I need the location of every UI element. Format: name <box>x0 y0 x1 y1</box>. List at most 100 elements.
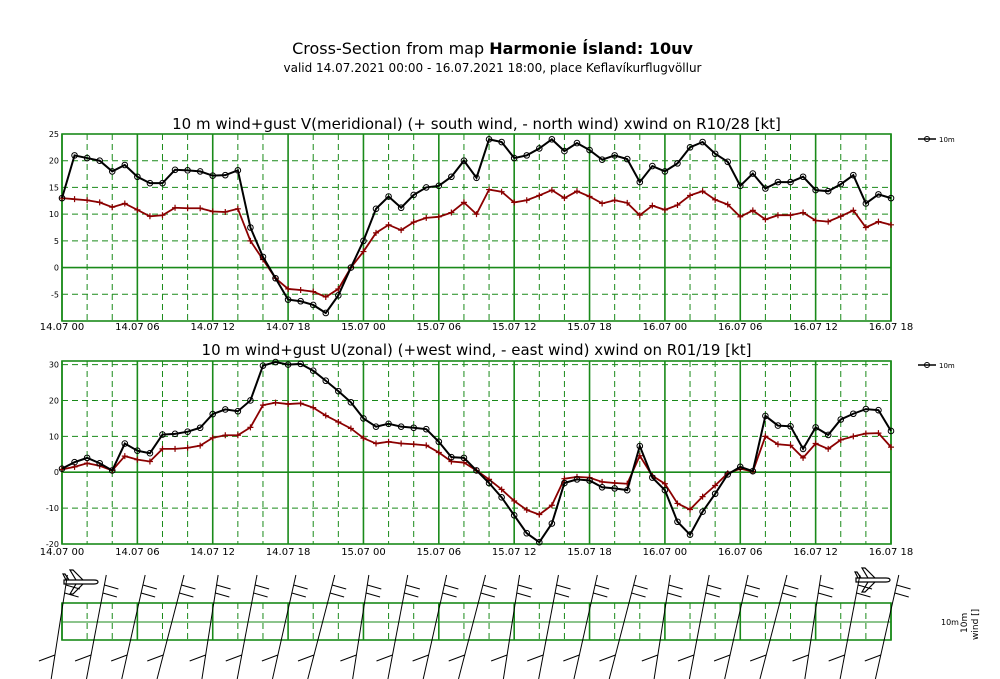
data-point-mean <box>749 207 756 214</box>
y-tick-label: -10 <box>46 504 59 513</box>
data-point-10m <box>309 301 317 309</box>
barb-feather <box>856 592 871 598</box>
data-point-10m <box>510 154 518 162</box>
data-point-mean <box>84 460 91 467</box>
data-point-10m <box>498 494 505 501</box>
data-point-10m <box>259 362 267 369</box>
data-point-mean <box>172 204 179 211</box>
data-point-mean <box>787 442 794 449</box>
barb-shaft <box>422 574 448 679</box>
data-point-mean <box>209 208 216 215</box>
y-tick-label: 25 <box>49 130 59 139</box>
barb-feather <box>444 584 459 590</box>
series-mean-line <box>61 188 892 298</box>
data-point-10m <box>498 138 505 146</box>
data-point-10m <box>824 431 832 439</box>
data-point-mean <box>774 441 781 448</box>
data-point-mean <box>398 440 405 447</box>
y-tick-label: 5 <box>54 237 59 246</box>
data-point-10m <box>611 152 618 159</box>
data-point-10m <box>711 490 719 498</box>
data-point-10m <box>184 167 191 174</box>
data-point-10m <box>347 398 355 406</box>
x-tick-label: 14.07 06 <box>115 322 160 333</box>
data-point-mean <box>410 219 417 226</box>
wind-barb <box>677 574 722 679</box>
data-point-mean <box>96 199 103 206</box>
data-point-mean <box>109 204 116 211</box>
barb-feather <box>404 592 419 598</box>
plot-frame <box>61 360 892 545</box>
y-tick-label: 30 <box>49 361 59 370</box>
data-point-10m <box>536 538 543 546</box>
barb-feather <box>329 592 345 598</box>
data-point-10m <box>372 205 380 213</box>
data-point-mean <box>285 285 292 292</box>
data-point-10m <box>159 179 166 187</box>
data-point-mean <box>611 197 618 204</box>
barb-feather <box>516 592 531 598</box>
data-point-10m <box>724 158 732 166</box>
data-point-10m <box>661 486 669 494</box>
barb-feather <box>376 654 393 662</box>
barb-feather <box>142 584 158 590</box>
data-point-10m <box>561 147 568 155</box>
barb-feather <box>340 654 357 662</box>
data-point-mean <box>310 288 317 295</box>
data-point-mean <box>410 441 417 448</box>
plane-tail <box>854 571 862 579</box>
data-point-mean <box>586 193 593 200</box>
data-point-mean <box>762 433 769 440</box>
wind-barb <box>340 574 382 679</box>
data-point-mean <box>159 212 166 219</box>
data-point-10m <box>448 453 455 461</box>
data-point-10m <box>58 194 66 202</box>
data-point-mean <box>335 419 342 425</box>
data-point-mean <box>197 442 204 449</box>
barb-shaft <box>236 574 258 679</box>
barb-feather <box>818 592 833 598</box>
wind-barb <box>74 574 119 679</box>
barb-feather <box>857 584 873 590</box>
data-point-mean <box>172 445 179 452</box>
wind-barb <box>792 574 834 679</box>
data-point-10m <box>749 467 757 475</box>
x-tick-label: 14.07 06 <box>115 547 160 558</box>
data-point-mean <box>687 192 694 199</box>
y-tick-label: 10 <box>49 210 59 219</box>
panel-1: 10 m wind+gust V(meridional) (+ south wi… <box>49 115 955 322</box>
data-point-10m <box>372 423 380 430</box>
data-point-10m <box>837 180 845 188</box>
data-point-10m <box>523 529 531 537</box>
x-tick-label: 15.07 18 <box>567 547 612 558</box>
data-point-10m <box>134 447 141 455</box>
data-point-10m <box>234 167 242 174</box>
data-point-10m <box>674 518 681 526</box>
data-point-10m <box>623 155 631 163</box>
barb-panel: 10m 10m wind [] <box>38 567 981 679</box>
series-10m-line <box>61 361 892 544</box>
data-point-mean <box>825 218 832 225</box>
barb-feather <box>713 654 731 662</box>
data-point-mean <box>121 200 128 207</box>
data-point-10m <box>460 157 468 165</box>
data-point-10m <box>598 484 606 491</box>
barb-feather <box>442 592 457 598</box>
data-point-mean <box>435 213 442 220</box>
data-point-10m <box>774 422 782 429</box>
data-point-mean <box>536 511 543 518</box>
barb-feather <box>750 654 767 662</box>
data-point-mean <box>234 432 241 439</box>
series-10m-line <box>61 138 892 315</box>
data-point-10m <box>636 442 644 450</box>
x-tick-label: 15.07 06 <box>417 547 462 558</box>
data-point-mean <box>360 435 367 442</box>
barb-shaft <box>759 574 788 679</box>
barb-feather <box>745 584 760 590</box>
barb-feather <box>527 654 544 662</box>
data-point-10m <box>887 427 895 435</box>
data-point-10m <box>699 508 706 516</box>
barb-feather <box>743 592 759 598</box>
data-point-mean <box>674 202 681 209</box>
data-point-10m <box>875 191 882 198</box>
